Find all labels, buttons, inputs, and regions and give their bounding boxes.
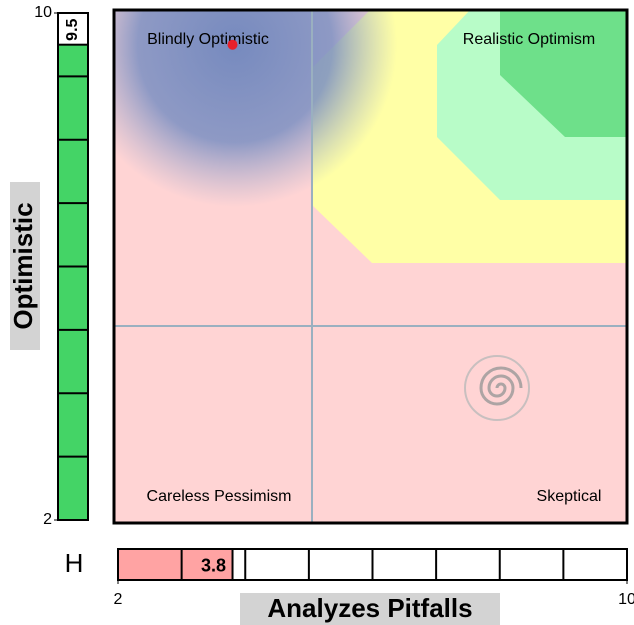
y-tick-label: 2 [43, 511, 52, 528]
x-axis-label: Analyzes Pitfalls [267, 593, 472, 623]
quadrant-label: Skeptical [537, 488, 602, 505]
x-gauge-value: 3.8 [201, 555, 226, 575]
x-tick-label: 10 [618, 591, 634, 608]
x-label-bg [240, 593, 500, 625]
point [227, 39, 238, 50]
quadrant-label: Realistic Optimism [463, 31, 595, 48]
quadrant-label: Blindly Optimistic [147, 31, 269, 48]
marker-label: H [65, 548, 84, 578]
x-gauge-fill [117, 548, 234, 581]
y-label-bg [10, 182, 40, 350]
y-tick-label: 10 [34, 4, 52, 21]
x-tick-label: 2 [114, 591, 123, 608]
plot-frame [112, 8, 629, 525]
y-gauge-border [57, 12, 89, 521]
y-gauge-value: 9.5 [64, 18, 81, 40]
spiral-icon [464, 355, 530, 421]
y-gauge-fill [57, 43, 89, 521]
plot-background [114, 10, 627, 523]
x-gauge-border [117, 548, 628, 581]
y-axis-label: Optimistic [8, 202, 38, 329]
quadrant-label: Careless Pessimism [147, 488, 292, 505]
